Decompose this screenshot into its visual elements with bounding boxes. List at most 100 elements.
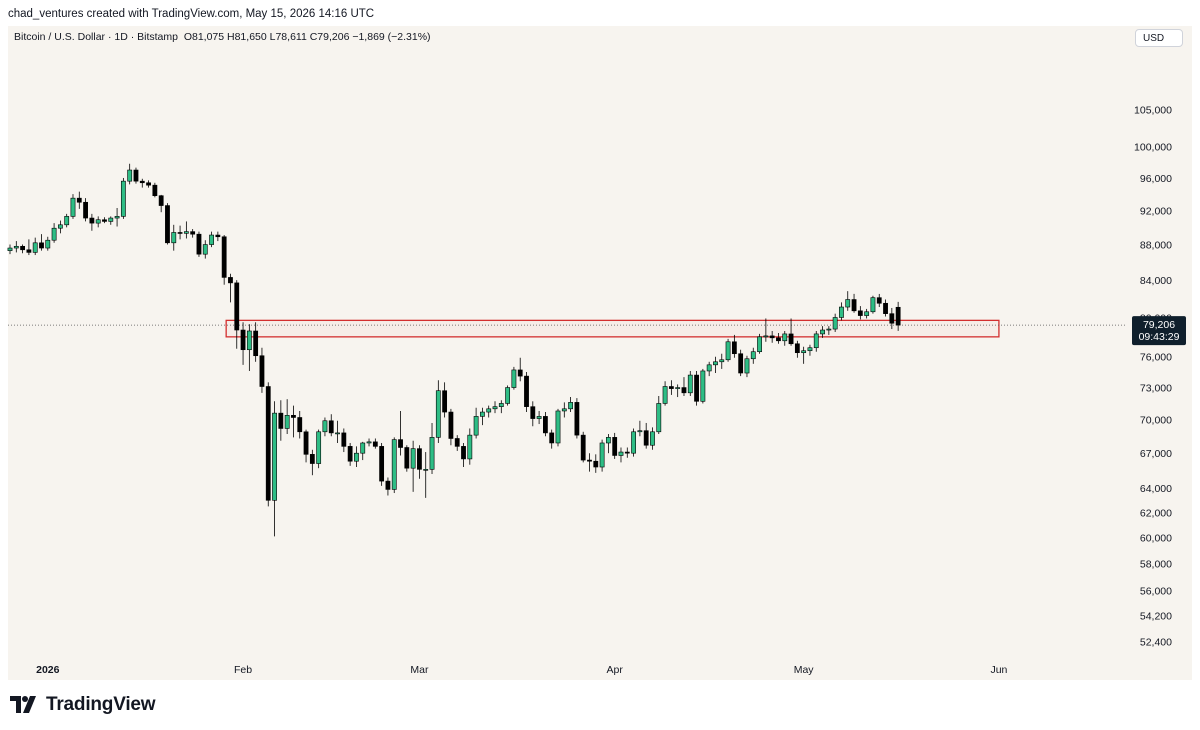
candle-body-34 — [221, 236, 227, 278]
candle-body-139 — [883, 302, 888, 314]
y-tick-label-14: 58,000 — [1140, 559, 1172, 571]
currency-button[interactable]: USD — [1135, 29, 1183, 47]
candle-body-102 — [650, 431, 655, 446]
candle-body-119 — [757, 336, 762, 353]
candle-body-0 — [7, 247, 13, 251]
y-tick-label-16: 54,200 — [1140, 610, 1172, 622]
candle-body-53 — [341, 432, 347, 447]
ohlc-values: O81,075 H81,650 L78,611 C79,206 −1,869 (… — [183, 31, 431, 43]
x-tick-label-2: Mar — [410, 664, 429, 676]
candle-body-42 — [272, 412, 277, 501]
candle-body-83 — [530, 406, 536, 419]
candle-body-9 — [64, 216, 70, 226]
candle-body-115 — [731, 341, 737, 355]
candle-body-11 — [76, 197, 82, 203]
candle-body-5 — [39, 242, 44, 249]
candle-body-35 — [228, 277, 233, 284]
candle-body-1 — [13, 245, 19, 249]
candle-body-109 — [694, 374, 699, 402]
candle-body-63 — [404, 447, 410, 469]
y-tick-label-3: 92,000 — [1140, 206, 1172, 218]
candle-body-107 — [681, 387, 687, 394]
candle-body-87 — [555, 410, 561, 444]
candle-body-62 — [398, 439, 403, 448]
candle-body-38 — [246, 330, 252, 351]
candle-body-111 — [706, 364, 712, 372]
candle-body-95 — [605, 437, 611, 444]
candle-body-36 — [234, 282, 240, 331]
candle-body-10 — [70, 197, 76, 217]
candle-body-135 — [857, 310, 863, 316]
candle-body-79 — [505, 387, 511, 404]
x-tick-label-1: Feb — [234, 664, 252, 676]
candle-body-106 — [675, 387, 681, 389]
candle-body-136 — [864, 311, 870, 316]
y-tick-label-11: 64,000 — [1140, 483, 1172, 495]
y-tick-label-8: 73,000 — [1140, 383, 1172, 395]
candle-body-51 — [328, 420, 334, 434]
candle-body-32 — [209, 234, 214, 245]
candle-body-100 — [637, 430, 643, 433]
x-tick-label-0: 2026 — [36, 664, 60, 676]
candle-body-103 — [656, 403, 662, 433]
candle-body-60 — [385, 480, 391, 490]
candle-body-96 — [612, 437, 618, 456]
y-tick-label-1: 100,000 — [1134, 142, 1172, 154]
price-label-countdown: 09:43:29 — [1139, 331, 1180, 343]
candle-body-24 — [158, 195, 164, 206]
y-tick-label-4: 88,000 — [1140, 240, 1172, 252]
tradingview-logo-text: TradingView — [46, 694, 156, 715]
symbol-name: Bitcoin / U.S. Dollar · 1D · Bitstamp — [14, 31, 178, 43]
price-label-value: 79,206 — [1143, 319, 1175, 331]
candle-body-131 — [832, 317, 838, 330]
price-axis[interactable] — [1126, 26, 1192, 680]
candle-body-16 — [108, 217, 114, 222]
candle-body-99 — [631, 431, 636, 454]
x-tick-label-5: Jun — [990, 664, 1007, 676]
candle-body-58 — [372, 441, 378, 447]
candle-body-82 — [524, 375, 529, 407]
support-zone-rect — [225, 319, 1000, 338]
candle-body-48 — [309, 454, 315, 464]
candle-body-47 — [303, 431, 309, 455]
candle-body-66 — [423, 469, 429, 471]
candle-body-76 — [486, 408, 492, 413]
candle-body-101 — [643, 430, 649, 446]
candle-body-113 — [719, 359, 725, 363]
candle-body-88 — [561, 408, 567, 412]
chart-pane[interactable] — [8, 26, 1126, 680]
candle-body-85 — [543, 416, 548, 434]
candle-body-31 — [202, 244, 208, 255]
candle-body-114 — [725, 341, 731, 361]
candle-body-133 — [845, 299, 851, 308]
price-label-box — [1132, 316, 1186, 346]
candle-body-19 — [127, 169, 133, 182]
candle-body-110 — [700, 370, 706, 402]
candle-body-92 — [587, 459, 592, 462]
y-tick-label-10: 67,000 — [1140, 448, 1172, 460]
candle-body-140 — [889, 313, 895, 324]
candle-body-120 — [763, 335, 769, 338]
candle-body-39 — [253, 330, 259, 357]
y-tick-label-12: 62,000 — [1140, 508, 1172, 520]
y-tick-label-15: 56,000 — [1140, 585, 1172, 597]
candle-body-33 — [215, 234, 221, 238]
y-tick-label-17: 52,400 — [1140, 636, 1172, 648]
candle-body-104 — [662, 386, 668, 404]
candle-body-72 — [461, 446, 466, 460]
tradingview-logo[interactable]: TradingView — [10, 694, 156, 716]
candle-body-97 — [618, 451, 624, 456]
candle-body-2 — [20, 245, 25, 251]
tradingview-logo-icon — [10, 696, 36, 713]
candle-body-54 — [347, 446, 353, 462]
candle-body-18 — [120, 180, 126, 217]
candle-body-80 — [511, 369, 517, 388]
candle-body-29 — [190, 231, 196, 235]
candle-body-67 — [429, 437, 435, 470]
candle-body-64 — [410, 448, 416, 469]
symbol-legend[interactable]: Bitcoin / U.S. Dollar · 1D · Bitstamp O8… — [14, 31, 431, 43]
candle-body-7 — [51, 227, 57, 241]
attribution-text: chad_ventures created with TradingView.c… — [8, 8, 375, 20]
candle-body-89 — [568, 402, 573, 410]
candle-body-134 — [851, 299, 857, 312]
